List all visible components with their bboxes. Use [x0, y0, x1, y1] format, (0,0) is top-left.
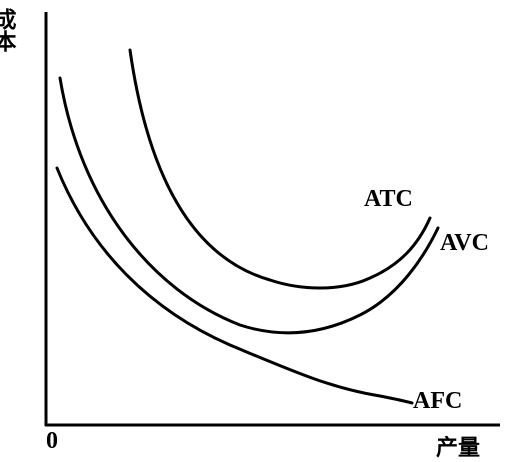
avc-curve — [58, 76, 440, 335]
afc-curve — [55, 166, 414, 405]
origin-label: 0 — [46, 428, 58, 454]
avc-label: AVC — [440, 230, 489, 256]
x-axis-label: 产量 — [436, 435, 480, 460]
atc-label: ATC — [364, 186, 413, 212]
y-axis-label: 成本 — [0, 8, 17, 52]
atc-curve — [128, 48, 432, 290]
afc-label: AFC — [413, 388, 462, 414]
